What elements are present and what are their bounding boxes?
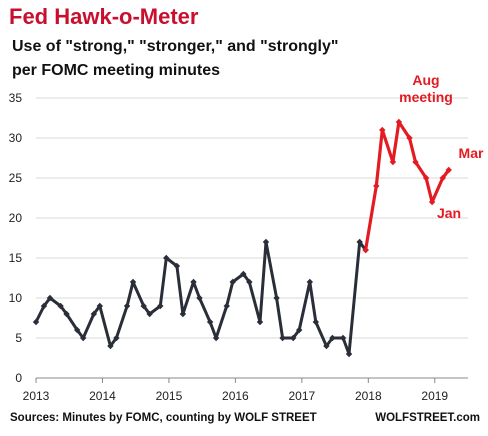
data-point	[439, 174, 446, 182]
data-point	[256, 318, 264, 326]
chart-title: Fed Hawk-o-Meter	[9, 4, 199, 29]
data-point	[146, 310, 153, 318]
data-point	[362, 246, 369, 254]
x-tick-label: 2014	[89, 389, 116, 403]
data-point	[96, 302, 104, 310]
data-point	[273, 294, 280, 302]
x-tick-label: 2017	[288, 389, 315, 403]
data-point	[339, 334, 347, 342]
data-point	[389, 158, 397, 166]
data-point	[379, 126, 386, 134]
x-tick-label: 2015	[156, 389, 183, 403]
chart-subtitle: Use of "strong," "stronger," and "strong…	[12, 35, 338, 83]
annotation-aug-meeting: Aug meeting	[399, 72, 453, 105]
y-tick-label: 0	[15, 371, 22, 385]
subtitle-line-2: per FOMC meeting minutes	[12, 62, 221, 79]
data-point	[113, 334, 120, 342]
data-point	[373, 182, 380, 190]
data-point	[295, 326, 303, 334]
data-point	[345, 350, 353, 358]
data-point	[306, 278, 314, 286]
data-point	[129, 278, 137, 286]
data-point	[57, 302, 64, 310]
data-point	[223, 302, 230, 310]
annotation-jan: Jan	[437, 205, 461, 221]
data-point	[428, 198, 436, 206]
x-tick-label: 2016	[222, 389, 249, 403]
annotation-mar: Mar	[459, 145, 484, 161]
data-point	[32, 318, 40, 326]
data-point	[90, 310, 98, 318]
data-point	[240, 270, 247, 278]
data-point	[123, 302, 131, 310]
data-point	[212, 334, 220, 342]
data-point	[422, 174, 430, 182]
data-point	[140, 302, 147, 310]
y-tick-label: 30	[9, 131, 23, 145]
data-point	[323, 342, 330, 350]
data-point	[445, 166, 452, 174]
data-point	[63, 310, 70, 318]
y-tick-label: 15	[9, 251, 23, 265]
x-tick-label: 2019	[421, 389, 448, 403]
data-point	[157, 302, 164, 310]
brand-watermark: WOLFSTREET.com	[375, 412, 480, 424]
data-point	[229, 278, 236, 286]
data-point	[279, 334, 286, 342]
data-point	[79, 334, 87, 342]
data-point	[290, 334, 297, 342]
data-point	[179, 310, 187, 318]
data-point	[246, 278, 253, 286]
data-point	[163, 254, 170, 262]
data-point	[395, 118, 403, 126]
data-point	[190, 278, 197, 286]
data-point	[262, 238, 270, 246]
data-point	[173, 262, 181, 270]
data-point	[40, 302, 48, 310]
data-point	[107, 342, 114, 350]
y-tick-label: 35	[9, 91, 23, 105]
data-point	[74, 326, 81, 334]
y-tick-label: 20	[9, 211, 23, 225]
data-point	[329, 334, 336, 342]
data-point	[206, 318, 214, 326]
x-tick-label: 2013	[23, 389, 50, 403]
data-point	[406, 134, 413, 142]
data-point	[196, 294, 203, 302]
y-tick-label: 5	[15, 331, 22, 345]
y-tick-label: 10	[9, 291, 23, 305]
data-point	[46, 294, 54, 302]
data-point	[312, 318, 320, 326]
data-point	[356, 238, 363, 246]
x-tick-label: 2018	[355, 389, 382, 403]
y-tick-label: 25	[9, 171, 23, 185]
source-note: Sources: Minutes by FOMC, counting by WO…	[10, 412, 317, 424]
data-point	[412, 158, 419, 166]
subtitle-line-1: Use of "strong," "stronger," and "strong…	[12, 38, 339, 55]
